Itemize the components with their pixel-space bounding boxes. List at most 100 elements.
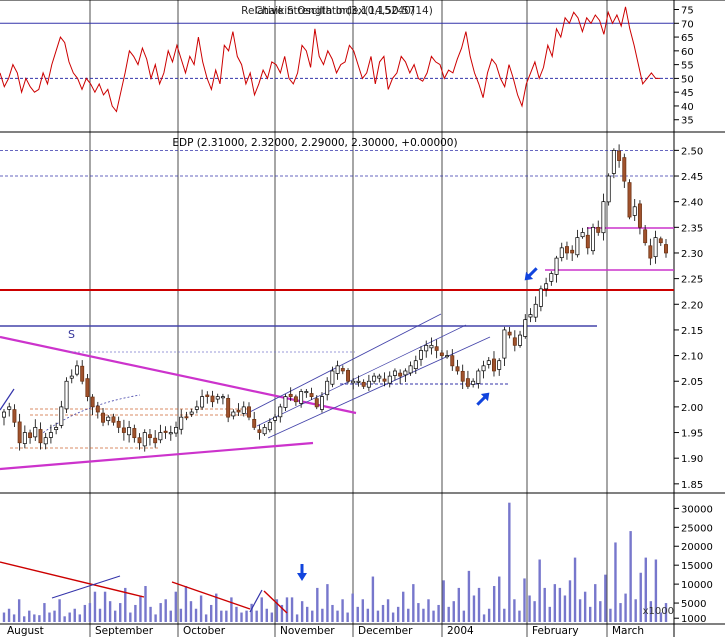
x-axis-label: February [532, 625, 579, 637]
price-candle [419, 350, 423, 360]
volume-bar [498, 576, 501, 622]
volume-bar [280, 604, 284, 622]
price-candle [262, 427, 267, 435]
rsi-tick-label: 50 [681, 74, 694, 85]
price-candle [111, 416, 116, 423]
price-candle [210, 395, 215, 403]
volume-bar [68, 612, 71, 622]
price-candle [22, 432, 27, 444]
price-candle [325, 380, 330, 396]
volume-bar [199, 595, 203, 622]
volume-bar [255, 610, 258, 622]
price-candle [273, 416, 278, 421]
price-candle [601, 201, 606, 234]
price-candle [356, 380, 361, 383]
volume-bar [634, 599, 637, 622]
price-candle [486, 360, 491, 365]
volume-tick-label: 1000 [681, 614, 706, 625]
rsi-tick-label: 65 [681, 33, 694, 44]
price-tick-label: 2.50 [681, 146, 703, 157]
volume-bar [321, 608, 324, 622]
price-candle [168, 432, 173, 435]
volume-downtrend-2 [171, 581, 251, 610]
price-candle [538, 288, 543, 307]
volume-bar [407, 608, 410, 622]
price-candle [163, 430, 168, 433]
price-candle [465, 378, 470, 387]
price-candle [372, 375, 377, 382]
volume-bar [220, 610, 223, 622]
price-tick-label: 2.25 [681, 275, 703, 286]
volume-bar [386, 599, 390, 622]
arrow-up-icon [476, 392, 490, 406]
price-candle [288, 393, 293, 397]
volume-bar [108, 601, 112, 622]
price-candle [127, 427, 132, 436]
arrow-down-icon [524, 267, 538, 281]
volume-bar [381, 604, 385, 622]
volume-bar [487, 608, 491, 622]
price-candle [299, 391, 304, 404]
volume-bar [78, 614, 82, 622]
price-candle [476, 370, 481, 384]
volume-bar [154, 614, 157, 622]
volume-bar [240, 612, 243, 622]
volume-tick-label: 25000 [681, 523, 713, 534]
price-candle [335, 365, 340, 374]
volume-bar [548, 606, 551, 622]
price-candle [257, 429, 262, 433]
volume-bar [341, 599, 344, 622]
price-candle [617, 150, 622, 161]
volume-bar [457, 587, 461, 622]
volume-bar [265, 608, 268, 622]
price-candle [90, 396, 95, 408]
volume-bar [619, 603, 622, 622]
volume-bar [53, 610, 56, 622]
price-candle [293, 396, 298, 403]
volume-bar [139, 595, 142, 622]
price-candle [580, 232, 585, 238]
volume-bars [2, 502, 668, 622]
price-candle [75, 365, 79, 375]
volume-bar [467, 570, 471, 622]
price-candle [64, 380, 69, 410]
volume-bar [63, 616, 66, 622]
price-candle [153, 437, 158, 444]
price-candle [622, 157, 627, 182]
price-candle [544, 283, 549, 290]
volume-bar [12, 614, 16, 622]
dotted-arc [39, 394, 141, 436]
price-candle [189, 411, 194, 415]
x-axis-label: November [280, 625, 335, 637]
volume-bar [306, 606, 309, 622]
rsi-tick-label: 70 [681, 19, 694, 30]
volume-tick-label: 20000 [681, 542, 713, 553]
volume-bar [235, 606, 238, 622]
volume-bar [437, 604, 440, 622]
volume-bar [209, 604, 213, 622]
rsi-tick-label: 75 [681, 6, 694, 17]
volume-bar [594, 584, 597, 622]
price-candle [648, 245, 653, 259]
price-candle [95, 405, 100, 413]
volume-bar [43, 603, 46, 622]
price-candle [450, 355, 455, 367]
volume-bar [169, 610, 172, 622]
price-candle [220, 396, 225, 399]
volume-bar [578, 599, 582, 622]
price-candle [304, 391, 309, 394]
volume-bar [346, 612, 349, 622]
price-candle [361, 381, 366, 387]
volume-bar [543, 587, 546, 622]
price-candle [512, 337, 517, 346]
volume-bar [38, 615, 41, 622]
volume-bar [376, 610, 380, 622]
volume-bar [245, 610, 248, 622]
price-candle [554, 257, 559, 275]
volume-bar [402, 591, 405, 622]
rsi-title-overlap: Chaikin Oscillator(3,10,15240) [255, 5, 415, 17]
price-panel: EDP (2.31000, 2.32000, 2.29000, 2.30000,… [0, 137, 703, 491]
price-candle [549, 273, 554, 282]
volume-bar [290, 597, 294, 622]
